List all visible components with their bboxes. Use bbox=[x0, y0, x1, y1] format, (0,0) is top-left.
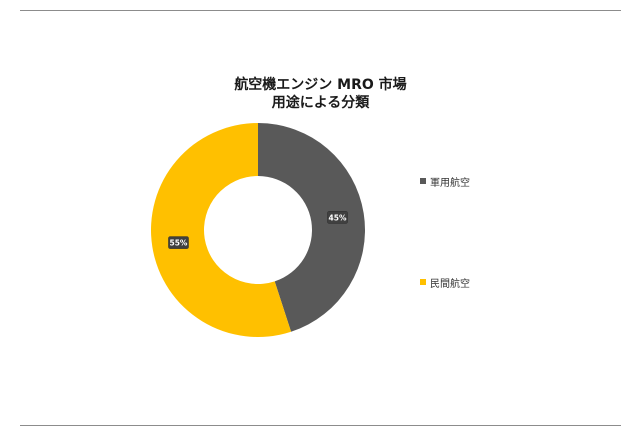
chart-title-line-2: 用途による分類 bbox=[271, 95, 370, 111]
data-label-background bbox=[168, 236, 189, 249]
legend-label-civil: 民間航空 bbox=[430, 278, 470, 290]
legend-label-military: 軍用航空 bbox=[430, 177, 470, 189]
slice-civil bbox=[151, 123, 292, 338]
legend-item-civil: 民間航空 bbox=[420, 275, 470, 290]
data-label-text: 55% bbox=[170, 239, 188, 248]
chart-title-line-1: 航空機エンジン MRO 市場 bbox=[234, 77, 407, 93]
data-label-text: 45% bbox=[329, 213, 347, 222]
donut-slices bbox=[151, 123, 365, 338]
donut-data-labels: 45% 55% bbox=[168, 211, 348, 249]
legend-swatch-civil bbox=[420, 279, 426, 285]
legend-swatch-military bbox=[420, 178, 426, 184]
slice-civil-label: 55% bbox=[168, 236, 189, 249]
top-divider bbox=[20, 10, 621, 11]
slice-military-label: 45% bbox=[327, 211, 348, 224]
data-label-background bbox=[327, 211, 348, 224]
bottom-divider bbox=[20, 425, 621, 426]
slice-military bbox=[258, 123, 365, 332]
legend-item-military: 軍用航空 bbox=[420, 174, 470, 189]
chart-title: 航空機エンジン MRO 市場 用途による分類 bbox=[150, 76, 491, 112]
